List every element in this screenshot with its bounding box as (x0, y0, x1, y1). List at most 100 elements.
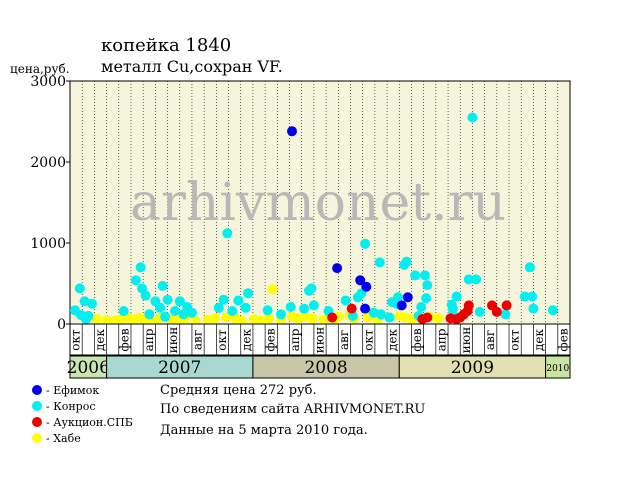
data-point (463, 300, 474, 311)
data-point (340, 295, 351, 306)
data-point (299, 303, 310, 314)
data-point (410, 270, 421, 281)
month-tick-label: июн (166, 327, 180, 353)
data-point (144, 309, 155, 320)
month-tick-label: окт (508, 329, 522, 351)
data-point (421, 293, 432, 304)
data-point (500, 309, 511, 320)
data-point (446, 299, 457, 310)
legend-label: - Конрос (46, 400, 96, 413)
data-point (355, 275, 366, 286)
month-tick-label: июн (313, 327, 327, 353)
y-tick-label: 0 (57, 317, 66, 333)
year-label: 2008 (304, 358, 347, 378)
data-point (527, 291, 538, 302)
data-point (422, 312, 433, 323)
month-tick-label: окт (69, 329, 83, 351)
data-point (422, 280, 433, 291)
data-point (213, 302, 224, 313)
data-point (76, 310, 86, 321)
data-point (471, 274, 482, 285)
plot-area (69, 80, 571, 325)
data-point (160, 311, 171, 322)
data-point (401, 256, 412, 267)
data-point (237, 315, 247, 326)
data-point (352, 292, 363, 303)
data-point (501, 300, 512, 311)
month-tick-label: фев (410, 328, 424, 351)
data-point (118, 306, 129, 316)
data-point (433, 313, 444, 324)
data-point (318, 314, 329, 325)
month-tick-label: дек (386, 329, 400, 351)
data-point (255, 315, 266, 326)
legend-marker (32, 433, 42, 443)
data-point (157, 280, 168, 291)
data-point (491, 306, 502, 317)
date-text: Данные на 5 марта 2010 года. (160, 423, 368, 438)
data-point (396, 300, 407, 311)
y-tick-label: 3000 (30, 74, 66, 90)
data-point (374, 257, 385, 268)
data-point (221, 312, 232, 323)
data-point (263, 313, 274, 324)
year-label: 2007 (158, 358, 201, 378)
legend-label: - Аукцион.СПБ (46, 416, 133, 429)
data-point (218, 294, 229, 305)
data-point (419, 270, 430, 281)
year-label: 2009 (451, 358, 494, 378)
data-point (332, 263, 343, 274)
data-point (267, 284, 278, 295)
data-point (308, 300, 319, 311)
data-point (240, 302, 251, 313)
data-point (360, 303, 371, 314)
data-point (285, 302, 296, 312)
data-point (87, 298, 97, 309)
month-tick-label: апр (434, 328, 448, 351)
data-point (458, 309, 469, 320)
data-point (346, 303, 357, 314)
data-point (361, 281, 372, 292)
data-point (233, 295, 244, 306)
data-point (137, 283, 147, 294)
month-tick-label: дек (239, 329, 253, 351)
data-point (416, 302, 427, 312)
data-point (74, 283, 85, 294)
chart-title-line2: металл Cu,сохран VF. (101, 57, 283, 76)
year-label: 2006 (67, 358, 110, 378)
data-point (243, 288, 253, 299)
data-point (463, 274, 474, 285)
data-point (393, 292, 403, 303)
data-point (210, 313, 221, 324)
y-axis-label: цена,руб. (10, 62, 70, 76)
data-point (307, 313, 318, 324)
month-band (69, 323, 571, 356)
legend-label: - Ефимок (46, 384, 99, 397)
data-point (101, 314, 112, 325)
year-label: 2010 (546, 364, 569, 374)
month-tick-label: авг (337, 330, 351, 350)
legend-label: - Хабе (46, 432, 81, 445)
month-tick-label: авг (191, 330, 205, 350)
data-point (287, 126, 297, 137)
data-point (524, 262, 535, 273)
data-point (384, 312, 395, 323)
month-tick-label: апр (288, 328, 302, 351)
data-point (528, 303, 539, 314)
month-tick-label: июн (459, 327, 473, 353)
month-tick-label: окт (361, 329, 375, 351)
data-point (519, 291, 530, 302)
month-tick-label: дек (93, 329, 107, 351)
data-point (162, 294, 173, 305)
legend-marker (32, 385, 42, 395)
data-point (360, 238, 371, 249)
year-cell (545, 355, 571, 379)
y-tick-label: 1000 (30, 236, 66, 252)
data-point (227, 306, 238, 316)
data-point (451, 291, 462, 302)
legend: - Ефимок - Конрос - Аукцион.СПБ - Хабе (32, 384, 133, 445)
data-point (547, 305, 558, 316)
data-point (262, 305, 273, 316)
watermark: arhivmonet.ru (130, 173, 506, 233)
